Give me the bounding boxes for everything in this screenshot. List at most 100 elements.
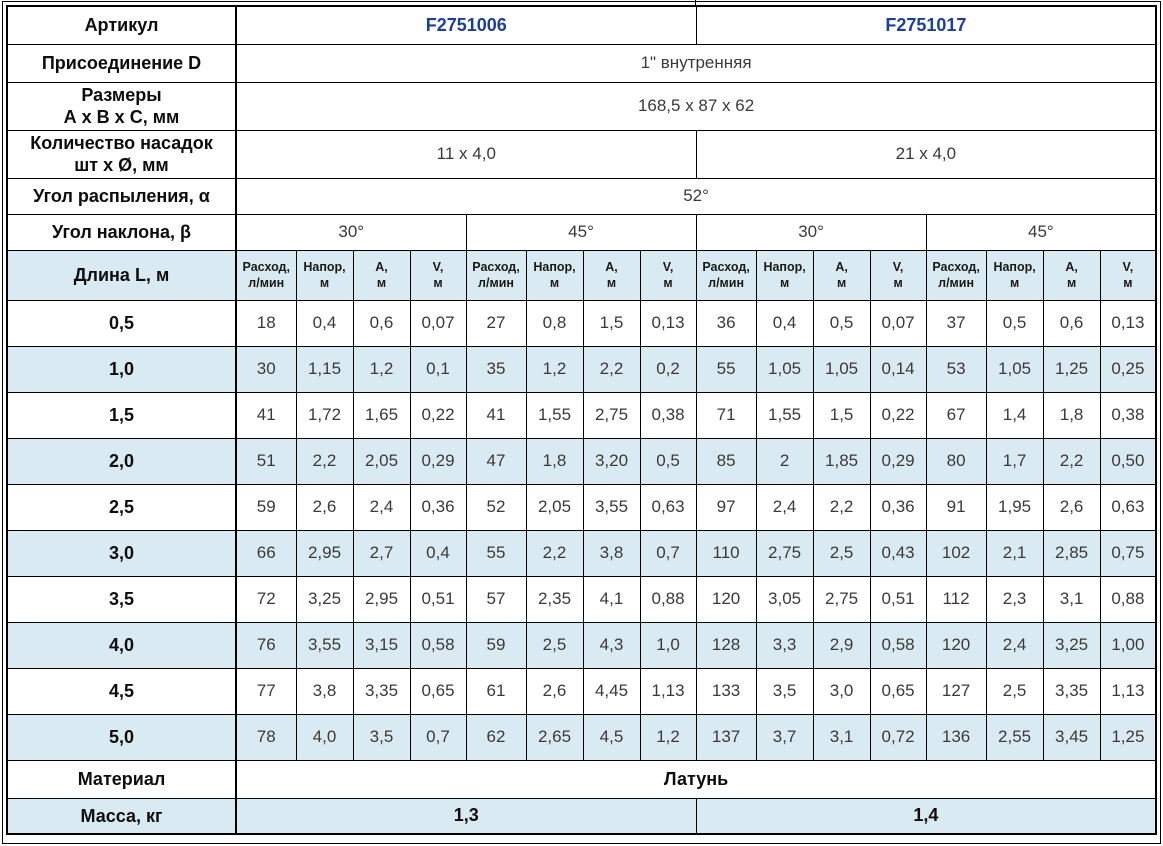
column-header-g4-c3: А, м <box>1042 249 1101 301</box>
nozzles-label: Количество насадок шт х Ø, мм <box>6 129 237 179</box>
table-row-length-2,0: 2,0 51 2,2 2,05 0,29 47 1,8 3,20 0,5 85 2 1,85 0,29 8… <box>6 437 1157 485</box>
data-cell: 3,05 <box>755 575 814 623</box>
data-cell: 2,4 <box>985 621 1044 669</box>
data-cell: 0,50 <box>1099 437 1157 485</box>
data-cell: 0,7 <box>639 529 697 577</box>
data-cell: 0,7 <box>409 713 467 761</box>
data-cell: 3,20 <box>582 437 641 485</box>
data-cell: 112 <box>925 575 987 623</box>
data-cell: 1,05 <box>755 345 814 393</box>
data-cell: 47 <box>465 437 527 485</box>
data-cell: 2,1 <box>985 529 1044 577</box>
data-cell: 2,55 <box>985 713 1044 761</box>
article-number-right: F2751017 <box>695 5 1157 45</box>
column-header-g1-c4: V, м <box>409 249 467 301</box>
data-cell: 2,95 <box>295 529 354 577</box>
data-cell: 3,5 <box>352 713 411 761</box>
data-cell: 0,75 <box>1099 529 1157 577</box>
data-cell: 0,25 <box>1099 345 1157 393</box>
data-cell: 4,5 <box>582 713 641 761</box>
data-cell: 0,22 <box>409 391 467 439</box>
tilt-angle-group-4: 45° <box>925 213 1157 251</box>
data-cell: 55 <box>465 529 527 577</box>
data-cell: 0,58 <box>409 621 467 669</box>
data-cell: 66 <box>235 529 297 577</box>
length-value-cell: 1,0 <box>6 345 237 393</box>
data-cell: 3,25 <box>295 575 354 623</box>
data-cell: 1,2 <box>525 345 584 393</box>
data-cell: 1,7 <box>985 437 1044 485</box>
data-cell: 0,22 <box>869 391 927 439</box>
data-cell: 2,6 <box>1042 483 1101 531</box>
data-cell: 120 <box>925 621 987 669</box>
length-value-cell: 4,5 <box>6 667 237 715</box>
table-row-length-1,5: 1,5 41 1,72 1,65 0,22 41 1,55 2,75 0,38 71 1,55 1,5… <box>6 391 1157 439</box>
column-header-g3-c2: Напор, м <box>755 249 814 301</box>
data-cell: 3,7 <box>755 713 814 761</box>
data-cell: 97 <box>695 483 757 531</box>
row-tilt-angle: Угол наклона, β 30° 45° 30° 45° <box>6 213 1157 251</box>
data-cell: 78 <box>235 713 297 761</box>
data-cell: 1,65 <box>352 391 411 439</box>
data-cell: 55 <box>695 345 757 393</box>
data-cell: 2,3 <box>985 575 1044 623</box>
data-cell: 1,55 <box>755 391 814 439</box>
data-cell: 1,25 <box>1042 345 1101 393</box>
data-cell: 62 <box>465 713 527 761</box>
data-cell: 77 <box>235 667 297 715</box>
data-cell: 0,51 <box>869 575 927 623</box>
data-cell: 2,85 <box>1042 529 1101 577</box>
data-cell: 3,8 <box>582 529 641 577</box>
data-cell: 0,38 <box>1099 391 1157 439</box>
column-header-g1-c2: Напор, м <box>295 249 354 301</box>
table-row-length-4,0: 4,0 76 3,55 3,15 0,58 59 2,5 4,3 1,0 128 3,3 2,9 0,5… <box>6 621 1157 669</box>
length-value-cell: 1,5 <box>6 391 237 439</box>
data-cell: 41 <box>465 391 527 439</box>
data-cell: 128 <box>695 621 757 669</box>
data-cell: 2 <box>755 437 814 485</box>
data-cell: 59 <box>465 621 527 669</box>
data-cell: 1,55 <box>525 391 584 439</box>
data-cell: 59 <box>235 483 297 531</box>
column-header-g3-c1: Расход, л/мин <box>695 249 757 301</box>
tilt-angle-label: Угол наклона, β <box>6 213 237 251</box>
data-cell: 1,13 <box>1099 667 1157 715</box>
data-cell: 2,6 <box>525 667 584 715</box>
data-cell: 4,0 <box>295 713 354 761</box>
data-cell: 1,05 <box>812 345 871 393</box>
mass-label: Масса, кг <box>6 797 237 835</box>
data-cell: 2,05 <box>525 483 584 531</box>
column-header-g1-c1: Расход, л/мин <box>235 249 297 301</box>
data-cell: 0,13 <box>639 299 697 347</box>
data-cell: 3,25 <box>1042 621 1101 669</box>
data-cell: 52 <box>465 483 527 531</box>
data-cell: 0,14 <box>869 345 927 393</box>
data-cell: 0,36 <box>409 483 467 531</box>
data-cell: 2,5 <box>812 529 871 577</box>
data-cell: 3,15 <box>352 621 411 669</box>
data-cell: 2,2 <box>1042 437 1101 485</box>
data-cell: 3,3 <box>755 621 814 669</box>
column-header-g4-c1: Расход, л/мин <box>925 249 987 301</box>
data-cell: 102 <box>925 529 987 577</box>
data-cell: 0,63 <box>1099 483 1157 531</box>
data-cell: 3,5 <box>755 667 814 715</box>
table-row-length-0,5: 0,5 18 0,4 0,6 0,07 27 0,8 1,5 0,13 36 0,4 0,5 0,07 3… <box>6 299 1157 347</box>
data-cell: 3,1 <box>1042 575 1101 623</box>
data-cell: 0,88 <box>1099 575 1157 623</box>
data-cell: 0,51 <box>409 575 467 623</box>
data-cell: 0,4 <box>295 299 354 347</box>
data-cell: 0,29 <box>409 437 467 485</box>
column-header-g4-c4: V, м <box>1099 249 1157 301</box>
data-cell: 2,75 <box>755 529 814 577</box>
data-cell: 133 <box>695 667 757 715</box>
dimensions-label-line1: Размеры <box>81 84 162 105</box>
data-cell: 1,4 <box>985 391 1044 439</box>
length-value-cell: 2,5 <box>6 483 237 531</box>
data-cell: 2,2 <box>295 437 354 485</box>
data-cell: 2,2 <box>525 529 584 577</box>
data-cell: 3,55 <box>582 483 641 531</box>
data-cell: 2,6 <box>295 483 354 531</box>
data-cell: 1,85 <box>812 437 871 485</box>
data-cell: 0,36 <box>869 483 927 531</box>
